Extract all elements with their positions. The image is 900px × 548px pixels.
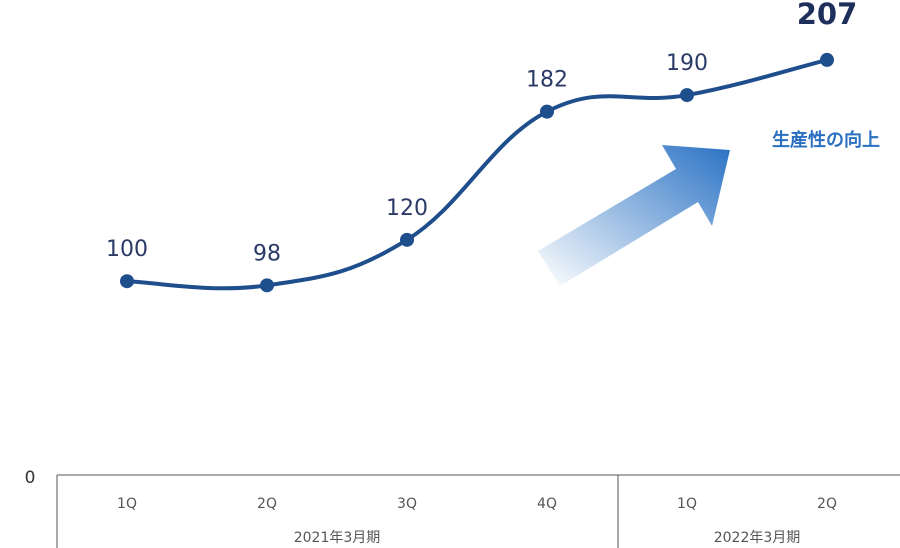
category-axis	[56, 474, 900, 548]
data-label: 190	[666, 51, 708, 76]
category-tick-label: 3Q	[397, 496, 417, 512]
category-group-label: 2022年3月期	[714, 530, 801, 546]
tick-labels: 1Q 2Q 3Q 4Q 1Q 2Q	[117, 496, 837, 512]
data-point	[540, 104, 554, 119]
category-tick-label: 1Q	[677, 496, 697, 512]
category-tick-label: 4Q	[537, 496, 557, 512]
data-label: 98	[253, 241, 281, 266]
data-point	[120, 274, 134, 289]
data-point	[680, 88, 694, 103]
category-group-label: 2021年3月期	[294, 530, 381, 546]
trend-arrow	[538, 145, 730, 286]
data-point	[400, 232, 414, 247]
trend-arrow-shape	[538, 145, 730, 286]
category-tick-label: 2Q	[817, 496, 837, 512]
annotation-label: 生産性の向上	[772, 129, 880, 151]
series-labels: 100 98 120 182 190 207	[106, 0, 857, 266]
data-label: 207	[797, 0, 858, 31]
y-axis-zero-label: 0	[25, 468, 36, 488]
series-points	[120, 52, 834, 293]
data-label: 100	[106, 237, 148, 262]
data-point	[260, 278, 274, 293]
group-labels: 2021年3月期 2022年3月期	[294, 530, 801, 546]
category-tick-label: 1Q	[117, 496, 137, 512]
data-point	[820, 52, 834, 67]
data-label: 182	[526, 68, 568, 93]
category-tick-label: 2Q	[257, 496, 277, 512]
data-label: 120	[386, 196, 428, 221]
